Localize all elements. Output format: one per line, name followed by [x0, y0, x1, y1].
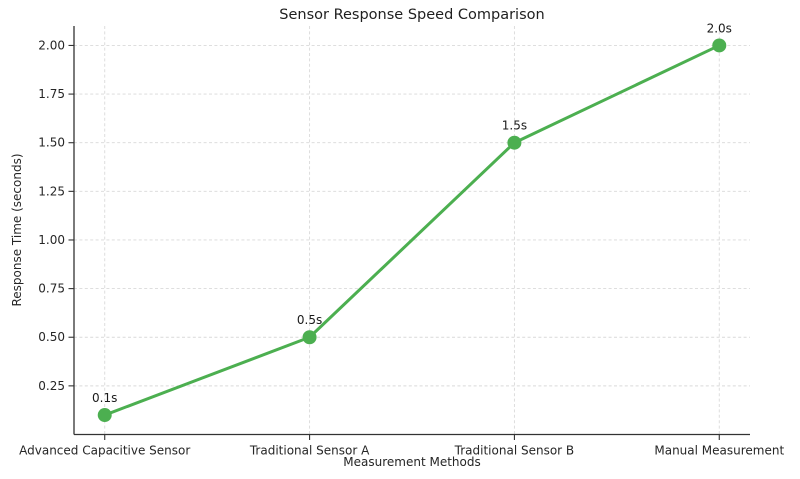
y-tick-label: 0.75 — [38, 282, 65, 296]
x-axis-label: Measurement Methods — [343, 455, 480, 469]
point-value-label: 2.0s — [707, 21, 732, 35]
data-point-marker — [507, 135, 522, 150]
y-tick-label: 0.50 — [38, 330, 65, 344]
data-point-marker — [302, 330, 317, 345]
point-value-label: 0.5s — [297, 313, 322, 327]
data-line — [103, 43, 721, 417]
point-value-label: 0.1s — [92, 391, 117, 405]
y-tick-label: 0.25 — [38, 379, 65, 393]
y-tick-label: 1.50 — [38, 136, 65, 150]
data-series-layer — [97, 38, 727, 423]
y-axis-label: Response Time (seconds) — [10, 153, 24, 306]
x-tick-label: Manual Measurement — [654, 444, 784, 458]
data-point-marker — [97, 408, 112, 423]
data-point-marker — [712, 38, 727, 53]
x-tick-label: Advanced Capacitive Sensor — [19, 444, 190, 458]
x-tick-label: Traditional Sensor B — [454, 444, 574, 458]
y-tick-label: 2.00 — [38, 38, 65, 52]
x-tick-label: Traditional Sensor A — [249, 444, 370, 458]
y-tick-label: 1.25 — [38, 184, 65, 198]
y-tick-label: 1.00 — [38, 233, 65, 247]
grid-layer — [74, 26, 750, 435]
chart-title: Sensor Response Speed Comparison — [279, 7, 544, 23]
y-tick-label: 1.75 — [38, 87, 65, 101]
annotation-layer: 0.1s 0.5s 1.5s 2.0s — [92, 21, 732, 405]
point-value-label: 1.5s — [502, 119, 527, 133]
axes-layer: 0.25 0.50 0.75 1.00 1.25 1.50 1.75 2.00 Advanced… — [19, 26, 784, 458]
